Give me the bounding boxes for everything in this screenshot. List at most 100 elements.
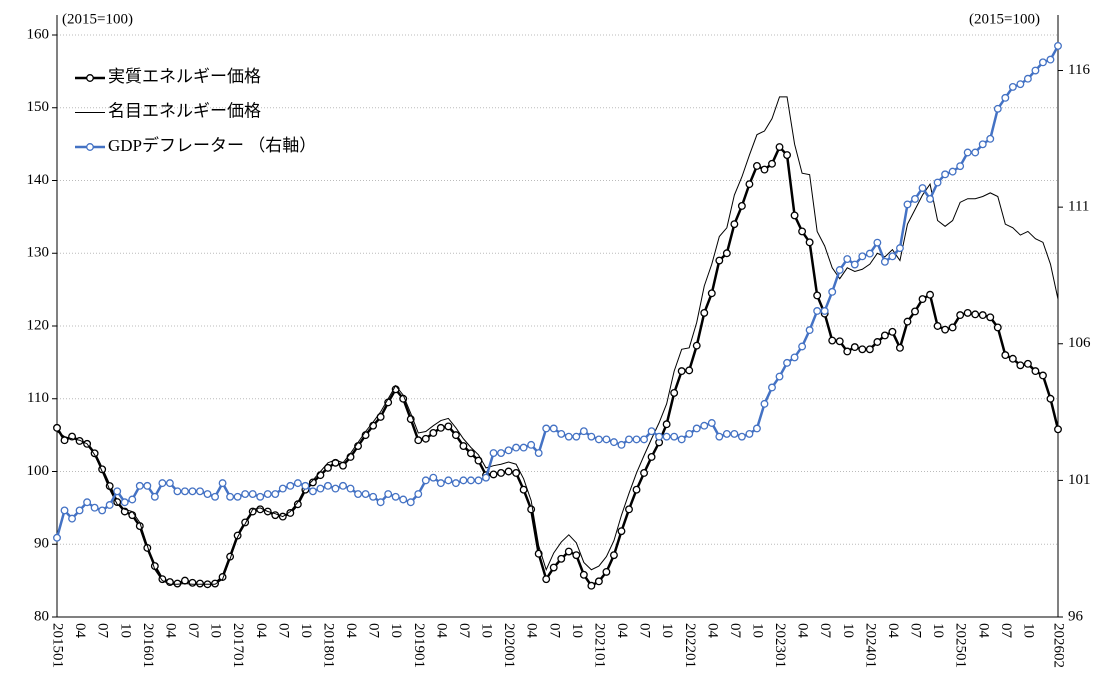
data-point	[700, 308, 709, 317]
data-point	[609, 551, 618, 560]
data-point	[768, 159, 776, 168]
data-point	[640, 469, 649, 477]
data-point	[918, 295, 927, 304]
data-point	[150, 492, 159, 501]
data-point	[956, 162, 965, 171]
data-point	[685, 366, 694, 375]
x-tick-label: 10	[208, 623, 224, 638]
data-point	[421, 434, 430, 443]
x-tick-label: 201801	[321, 623, 337, 668]
x-tick-label: 07	[637, 623, 653, 639]
data-point	[911, 307, 919, 316]
data-point	[594, 435, 603, 444]
data-point	[143, 481, 152, 490]
x-tick-label: 202001	[501, 623, 517, 668]
data-point	[963, 308, 972, 317]
data-point	[625, 435, 633, 444]
data-point	[1046, 394, 1055, 403]
data-point	[888, 252, 897, 261]
x-tick-label: 10	[750, 623, 766, 638]
data-point	[798, 227, 807, 236]
data-point	[956, 311, 965, 320]
data-point	[459, 476, 468, 485]
data-point	[1031, 367, 1040, 376]
data-point	[790, 211, 799, 220]
data-point	[466, 476, 475, 485]
data-point	[105, 501, 114, 509]
data-point	[993, 323, 1002, 332]
data-point	[429, 428, 438, 437]
data-point	[60, 506, 69, 515]
data-point	[745, 429, 754, 438]
data-point	[790, 353, 799, 362]
data-point	[308, 478, 317, 487]
data-point	[113, 487, 122, 496]
data-point	[730, 220, 739, 229]
data-point	[700, 421, 709, 430]
data-point	[993, 104, 1002, 113]
data-point	[865, 249, 874, 258]
x-tick-label: 04	[795, 623, 811, 639]
data-point	[963, 148, 972, 157]
x-tick-label: 201501	[50, 623, 66, 668]
data-point	[293, 479, 302, 488]
data-point	[640, 435, 649, 444]
data-point	[339, 481, 347, 490]
x-tick-label: 07	[908, 623, 924, 639]
data-point	[466, 449, 475, 458]
series-line	[56, 96, 1059, 585]
data-point	[391, 492, 400, 501]
data-point	[783, 358, 792, 367]
data-point	[933, 178, 942, 187]
x-tick-label: 202501	[953, 623, 969, 668]
data-point	[617, 440, 626, 449]
data-point	[60, 436, 69, 445]
data-point	[941, 325, 950, 334]
data-point	[579, 570, 588, 579]
data-point	[241, 490, 250, 498]
x-tick-label: 04	[433, 623, 449, 639]
data-point	[737, 432, 746, 441]
data-point	[1001, 93, 1010, 102]
data-point	[745, 180, 754, 189]
legend-label: GDPデフレーター （右軸）	[108, 135, 316, 155]
data-point	[53, 423, 61, 432]
data-point	[850, 343, 859, 352]
data-point	[662, 420, 671, 429]
x-tick-label: 201701	[230, 623, 246, 668]
data-point	[918, 184, 927, 192]
series-line	[55, 144, 1060, 588]
data-point	[482, 473, 490, 482]
x-tick-label: 07	[456, 623, 472, 639]
data-point	[662, 432, 671, 441]
y-tick-label: 100	[27, 463, 50, 479]
x-tick-label: 04	[704, 623, 720, 639]
data-point	[323, 463, 332, 472]
data-point	[971, 148, 980, 157]
data-point	[316, 471, 325, 480]
data-point	[75, 436, 84, 445]
data-point	[1001, 351, 1010, 360]
data-point	[83, 498, 92, 507]
data-point	[903, 317, 912, 326]
y-tick-label: 120	[27, 317, 50, 333]
data-point	[451, 431, 460, 440]
y-tick-label: 150	[27, 99, 50, 115]
data-point	[226, 492, 235, 501]
data-point	[489, 470, 498, 479]
x-tick-label: 07	[817, 623, 833, 639]
y2-tick-label: 106	[1068, 335, 1091, 351]
data-point	[436, 479, 445, 488]
data-point	[835, 337, 844, 346]
data-point	[504, 467, 513, 476]
data-point	[399, 495, 408, 504]
data-point	[1016, 80, 1025, 89]
data-point	[196, 579, 204, 588]
data-point	[323, 481, 332, 490]
data-point	[933, 322, 942, 330]
data-point	[707, 419, 716, 427]
data-point	[384, 490, 393, 498]
legend-label: 名目エネルギー価格	[108, 101, 261, 120]
data-point	[421, 476, 430, 485]
